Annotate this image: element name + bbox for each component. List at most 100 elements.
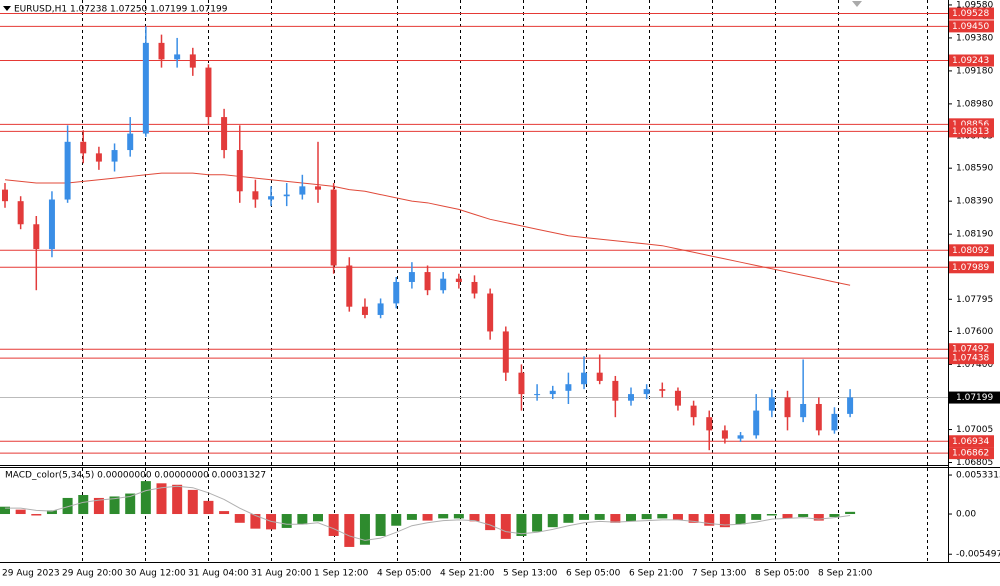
candle-body	[706, 417, 713, 431]
candle-body	[424, 272, 431, 291]
macd-bar	[15, 509, 26, 515]
macd-bar	[0, 506, 10, 515]
candle-body	[330, 189, 337, 266]
macd-bar	[297, 514, 308, 525]
macd-bar	[813, 514, 824, 521]
level-label: 1.09528	[952, 9, 989, 19]
candle-body	[471, 281, 478, 294]
level-label: 1.08092	[952, 246, 989, 256]
candle-body	[393, 281, 400, 304]
macd-bar	[391, 514, 402, 526]
level-label: 1.07989	[952, 263, 989, 273]
macd-bar	[406, 514, 417, 520]
candle-body	[48, 199, 55, 249]
candle-body	[690, 405, 697, 418]
macd-bar	[516, 514, 527, 536]
macd-bar	[782, 514, 793, 519]
last-price-box	[949, 391, 1000, 404]
candle-body	[784, 397, 791, 418]
scroll-marker[interactable]	[852, 1, 862, 7]
candle-body	[847, 397, 854, 414]
candle-body	[2, 189, 8, 202]
candle-body	[534, 394, 541, 396]
macd-bar	[46, 510, 57, 515]
candle-body	[95, 153, 102, 162]
level-box	[949, 447, 994, 460]
macd-bar	[234, 514, 245, 523]
candle-body	[549, 390, 556, 395]
candle-body	[721, 430, 728, 439]
macd-bar	[469, 514, 480, 522]
level-box	[949, 54, 994, 67]
macd-bar	[172, 484, 183, 515]
candle-body	[753, 410, 760, 436]
moving-average	[4, 172, 851, 286]
level-box	[949, 261, 994, 274]
macd-bar	[78, 495, 89, 515]
candle-body	[236, 150, 243, 192]
macd-bar	[93, 497, 104, 515]
y-tick-label: 1.07795	[956, 295, 993, 305]
candle-body	[440, 278, 447, 291]
macd-bar	[704, 514, 715, 526]
candle-body	[377, 303, 384, 315]
macd-bar	[610, 514, 621, 523]
macd-bar	[109, 496, 120, 515]
macd-bar	[594, 514, 605, 520]
candle-body	[628, 394, 634, 401]
macd-bar	[156, 483, 167, 515]
macd-bar	[688, 514, 699, 523]
candle-body	[659, 389, 666, 391]
candle-body	[361, 306, 368, 315]
candle-body	[189, 54, 196, 68]
indicator-title: MACD_color(5,34,5) 0.00000000 0.00000000…	[5, 471, 266, 481]
macd-bar	[125, 493, 136, 515]
candle-body	[612, 380, 619, 401]
macd-bar	[641, 514, 652, 520]
x-tick-label: 1 Sep 12:00	[314, 569, 369, 579]
candle-body	[737, 435, 744, 439]
macd-bar	[751, 514, 762, 520]
candle-body	[565, 384, 572, 391]
x-tick-label: 5 Sep 13:00	[503, 569, 558, 579]
candle-body	[174, 54, 181, 60]
candle-body	[111, 150, 118, 162]
x-tick-label: 31 Aug 20:00	[251, 569, 312, 579]
macd-bar	[328, 514, 339, 536]
candle-body	[268, 196, 275, 200]
x-tick-label: 31 Aug 04:00	[188, 569, 249, 579]
macd-bar	[735, 514, 746, 525]
macd-bar	[438, 514, 449, 519]
macd-bar	[31, 514, 42, 516]
candle-body	[17, 201, 24, 225]
candle-body	[205, 67, 212, 118]
macd-bar	[250, 514, 261, 529]
macd-bar	[422, 514, 433, 521]
macd-bar	[485, 514, 496, 531]
candle-body	[315, 186, 321, 190]
candle-body	[283, 194, 290, 197]
macd-bar	[547, 514, 558, 528]
macd-bar	[672, 514, 683, 520]
candle-body	[518, 372, 525, 395]
macd-bar	[453, 514, 464, 519]
candle-body	[252, 191, 259, 200]
y-tick-label: 1.09380	[956, 33, 993, 43]
x-tick-label: 6 Sep 05:00	[566, 569, 621, 579]
level-box	[949, 352, 994, 365]
level-box	[949, 20, 994, 33]
macd-bar	[313, 514, 323, 522]
y-tick-label: 1.08390	[956, 197, 993, 207]
candle-body	[596, 372, 603, 381]
level-label: 1.08813	[952, 127, 989, 137]
level-label: 1.08856	[952, 120, 989, 130]
x-tick-label: 8 Sep 21:00	[818, 569, 873, 579]
y-tick-label: 1.07400	[956, 360, 993, 370]
macd-bar	[281, 514, 292, 528]
candle-body	[455, 278, 462, 282]
macd-bar	[563, 514, 574, 523]
x-tick-label: 7 Sep 13:00	[692, 569, 747, 579]
x-tick-label: 29 Aug 2023	[2, 569, 60, 579]
grid	[82, 0, 928, 562]
candle-body	[221, 117, 228, 151]
